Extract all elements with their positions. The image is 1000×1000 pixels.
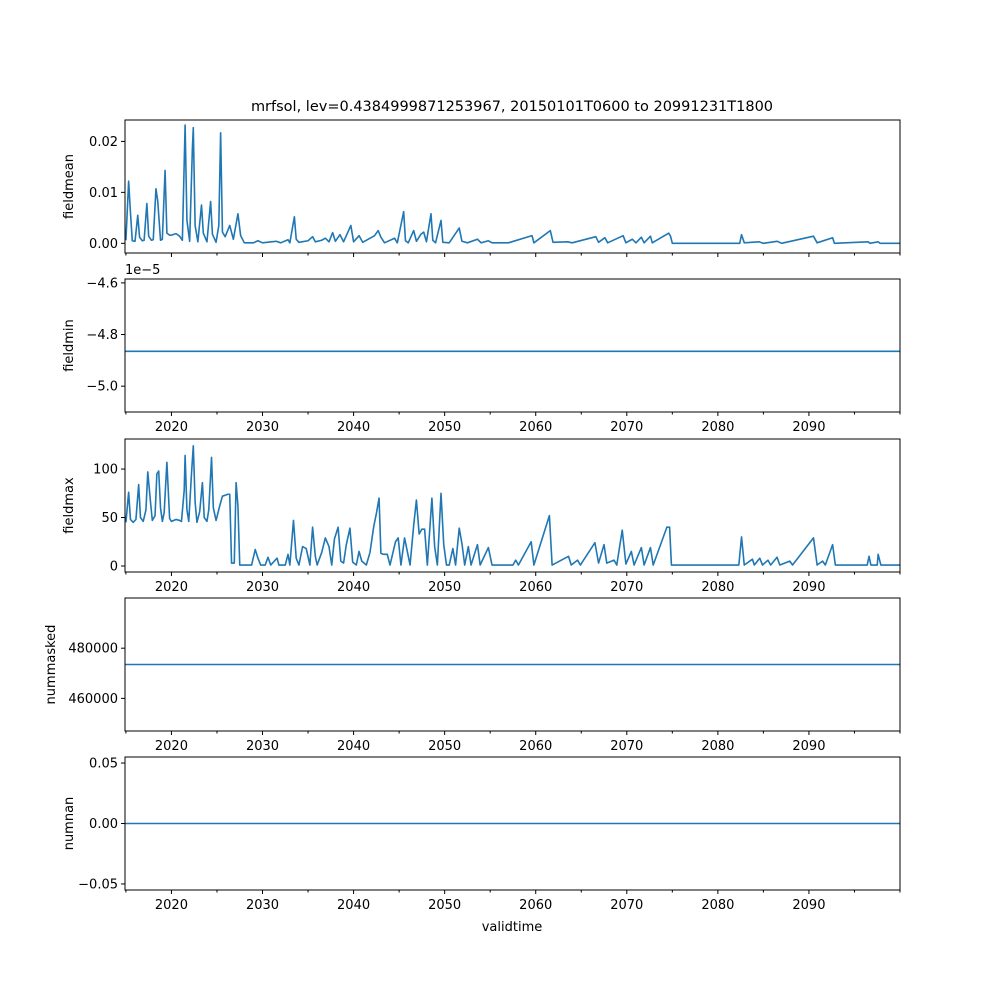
fieldmax-xtick-label: 2070: [610, 580, 643, 595]
nummasked-ylabel: nummasked: [44, 625, 59, 705]
numnan-ylabel: numnan: [62, 797, 77, 851]
fieldmin-xtick-label: 2030: [246, 420, 279, 435]
fieldmin-xtick-label: 2040: [337, 420, 370, 435]
fieldmin-xtick-label: 2060: [519, 420, 552, 435]
fieldmax-series-line: [125, 444, 900, 566]
fieldmax-xtick-label: 2030: [246, 580, 279, 595]
x-axis-label: validtime: [482, 920, 543, 935]
nummasked-ytick-label: 480000: [68, 642, 118, 657]
nummasked-xtick-label: 2090: [792, 739, 825, 754]
fieldmin-ytick-label: −4.6: [86, 276, 118, 291]
panel-fieldmax: 0 50 100 2020 2030 2040 2050 2060 2070 2080 2090 fi…: [62, 438, 901, 595]
fieldmean-ytick-label: 0.02: [89, 135, 118, 150]
numnan-xtick-label: 2030: [246, 898, 279, 913]
fieldmin-offset-text: 1e−5: [125, 263, 160, 278]
numnan-xtick-label: 2090: [792, 898, 825, 913]
fieldmax-xtick-label: 2090: [792, 580, 825, 595]
fieldmax-xtick-label: 2060: [519, 580, 552, 595]
fieldmin-xtick-label: 2070: [610, 420, 643, 435]
fieldmin-axes-frame: [124, 278, 901, 413]
nummasked-axes-frame: [124, 597, 901, 732]
nummasked-xtick-label: 2070: [610, 739, 643, 754]
fieldmax-ytick-label: 0: [110, 559, 118, 574]
nummasked-xtick-label: 2080: [701, 739, 734, 754]
nummasked-ytick-label: 460000: [68, 692, 118, 707]
numnan-xtick-label: 2050: [428, 898, 461, 913]
fieldmean-ytick-label: 0.00: [89, 237, 118, 252]
fieldmean-ylabel: fieldmean: [62, 154, 77, 219]
numnan-xtick-label: 2040: [337, 898, 370, 913]
numnan-ytick-label: 0.05: [89, 757, 118, 772]
panel-fieldmin: −5.0 −4.8 −4.6 1e−5 2020 2030 2040 2050 2060 2070…: [62, 263, 901, 435]
fieldmax-ylabel: fieldmax: [62, 477, 77, 534]
fieldmax-xtick-label: 2020: [155, 580, 188, 595]
fieldmin-xtick-label: 2020: [155, 420, 188, 435]
numnan-ytick-label: 0.00: [89, 817, 118, 832]
fieldmin-ytick-label: −5.0: [86, 380, 118, 395]
nummasked-xtick-label: 2050: [428, 739, 461, 754]
fieldmean-series-line: [125, 124, 900, 245]
panel-nummasked: 460000 480000 2020 2030 2040 2050 2060 2070 2080…: [44, 597, 901, 754]
fieldmax-xtick-label: 2080: [701, 580, 734, 595]
fieldmean-axes-frame: [124, 119, 901, 254]
fieldmin-ylabel: fieldmin: [62, 319, 77, 372]
fieldmin-xtick-label: 2080: [701, 420, 734, 435]
fieldmax-ytick-label: 50: [101, 511, 118, 526]
numnan-ytick-label: −0.05: [78, 877, 118, 892]
chart-title: mrfsol, lev=0.4384999871253967, 20150101…: [251, 99, 773, 115]
numnan-xtick-label: 2080: [701, 898, 734, 913]
panel-fieldmean: 0.000.010.022020203020402050206020702080…: [62, 119, 901, 257]
fieldmax-xtick-label: 2050: [428, 580, 461, 595]
nummasked-xtick-label: 2060: [519, 739, 552, 754]
nummasked-xtick-label: 2020: [155, 739, 188, 754]
fieldmax-xtick-label: 2040: [337, 580, 370, 595]
panel-numnan: −0.05 0.00 0.05 2020 2030 2040 2050 2060 2070 208…: [62, 756, 901, 913]
nummasked-xtick-label: 2040: [337, 739, 370, 754]
nummasked-xtick-label: 2030: [246, 739, 279, 754]
fieldmax-axes-frame: [124, 438, 901, 573]
numnan-xtick-label: 2020: [155, 898, 188, 913]
fieldmin-ytick-label: −4.8: [86, 328, 118, 343]
numnan-xtick-label: 2060: [519, 898, 552, 913]
fieldmax-ytick-label: 100: [93, 463, 118, 478]
numnan-xtick-label: 2070: [610, 898, 643, 913]
fieldmean-ytick-label: 0.01: [89, 186, 118, 201]
fieldmin-xtick-label: 2090: [792, 420, 825, 435]
fieldmin-xtick-label: 2050: [428, 420, 461, 435]
